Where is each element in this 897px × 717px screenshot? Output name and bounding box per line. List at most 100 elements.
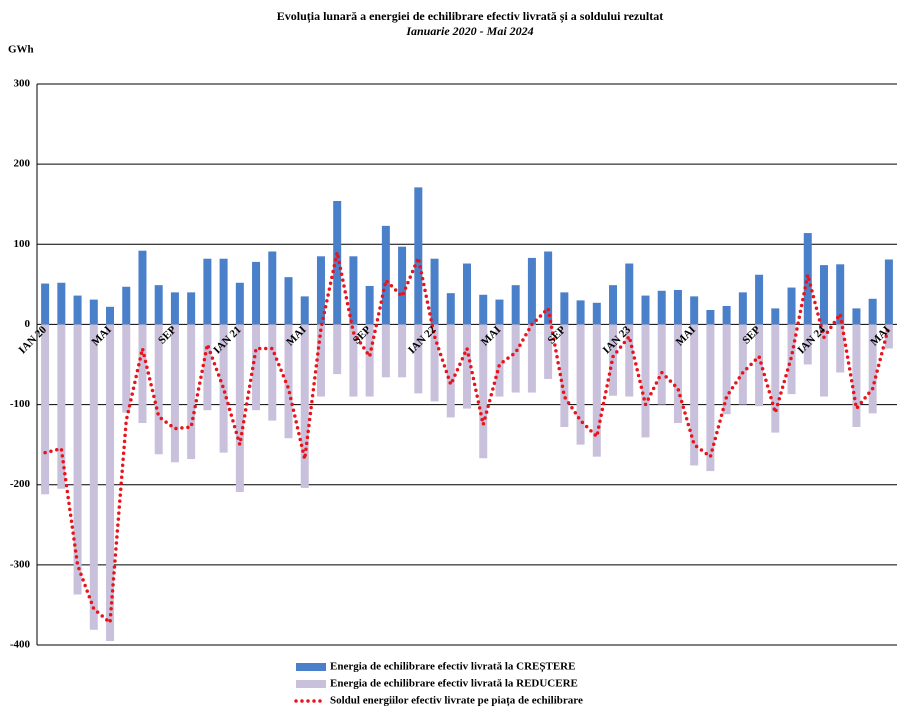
bar xyxy=(609,324,618,396)
bar xyxy=(381,324,390,378)
bar xyxy=(203,258,212,325)
y-tick-label: 0 xyxy=(25,318,31,330)
bar xyxy=(73,324,82,595)
bar xyxy=(511,285,520,325)
bar xyxy=(268,324,277,421)
bar xyxy=(771,324,780,433)
bar xyxy=(592,324,601,457)
bar xyxy=(203,324,212,411)
bar xyxy=(803,324,812,365)
bar xyxy=(284,277,293,325)
bar xyxy=(381,225,390,325)
bar xyxy=(398,246,407,325)
bar xyxy=(738,324,747,405)
bar xyxy=(349,256,358,325)
bar xyxy=(154,324,163,455)
bar xyxy=(576,300,585,325)
bar xyxy=(219,324,228,453)
bar xyxy=(592,302,601,325)
chart-title: Evoluția lunară a energiei de echilibrar… xyxy=(277,9,664,24)
bar xyxy=(527,257,536,325)
bar xyxy=(609,285,618,325)
bar xyxy=(722,305,731,325)
bar xyxy=(787,287,796,325)
bar xyxy=(641,324,650,438)
bar xyxy=(89,299,98,325)
bar xyxy=(641,295,650,325)
bar xyxy=(170,324,179,463)
bar xyxy=(852,308,861,325)
bar xyxy=(479,324,488,459)
bar xyxy=(836,324,845,373)
bar xyxy=(154,285,163,325)
bar xyxy=(690,324,699,466)
bar xyxy=(771,308,780,325)
y-tick-label: -400 xyxy=(10,639,31,651)
legend-swatch xyxy=(296,680,326,688)
bar xyxy=(365,285,374,325)
bar xyxy=(57,324,66,489)
legend-label: Energia de echilibrare efectiv livrată l… xyxy=(330,678,578,690)
bar xyxy=(41,324,50,495)
bar xyxy=(722,324,731,415)
bar xyxy=(819,324,828,397)
legend-swatch xyxy=(296,663,326,671)
bar xyxy=(673,289,682,325)
bar xyxy=(560,324,569,428)
bar xyxy=(300,324,309,488)
bar xyxy=(430,258,439,325)
bar xyxy=(479,294,488,325)
legend-label: Soldul energiilor efectiv livrate pe pia… xyxy=(330,695,583,707)
bar xyxy=(819,265,828,325)
bar xyxy=(219,258,228,325)
bar xyxy=(268,251,277,325)
bar xyxy=(187,292,196,325)
bar xyxy=(41,283,50,325)
bar xyxy=(430,324,439,402)
bar xyxy=(252,261,261,325)
bar xyxy=(398,324,407,378)
bar xyxy=(463,263,471,325)
bar xyxy=(625,263,634,325)
bar xyxy=(57,282,66,325)
bar xyxy=(138,324,147,424)
line xyxy=(43,250,891,625)
bar xyxy=(106,324,115,641)
bar xyxy=(755,274,764,325)
bar xyxy=(544,324,553,379)
bar xyxy=(106,306,115,325)
y-axis-label: GWh xyxy=(8,44,34,56)
bar xyxy=(446,324,455,418)
bar xyxy=(576,324,585,445)
bar xyxy=(316,256,325,325)
bar xyxy=(511,324,520,393)
bar xyxy=(544,251,553,325)
bar xyxy=(527,324,536,393)
bar xyxy=(122,286,131,325)
bar xyxy=(170,292,179,325)
y-tick-label: -100 xyxy=(10,398,31,410)
y-tick-label: -300 xyxy=(10,558,31,570)
bar xyxy=(836,264,845,325)
bar xyxy=(690,296,699,325)
bar xyxy=(235,282,244,325)
bar xyxy=(414,187,423,325)
bar xyxy=(673,324,682,424)
bar xyxy=(122,324,131,413)
bar xyxy=(852,324,861,428)
bar xyxy=(706,324,715,472)
bar xyxy=(868,324,877,414)
bar xyxy=(657,290,666,325)
bar xyxy=(495,299,504,325)
bar xyxy=(738,292,747,325)
y-tick-label: 300 xyxy=(14,78,31,90)
bar xyxy=(284,324,293,439)
bar xyxy=(446,293,455,325)
bar xyxy=(657,324,666,405)
bar xyxy=(333,201,342,325)
bar xyxy=(89,324,98,630)
chart-subtitle: Ianuarie 2020 - Mai 2024 xyxy=(405,24,533,38)
bar xyxy=(300,296,309,325)
y-tick-label: 100 xyxy=(14,238,31,250)
